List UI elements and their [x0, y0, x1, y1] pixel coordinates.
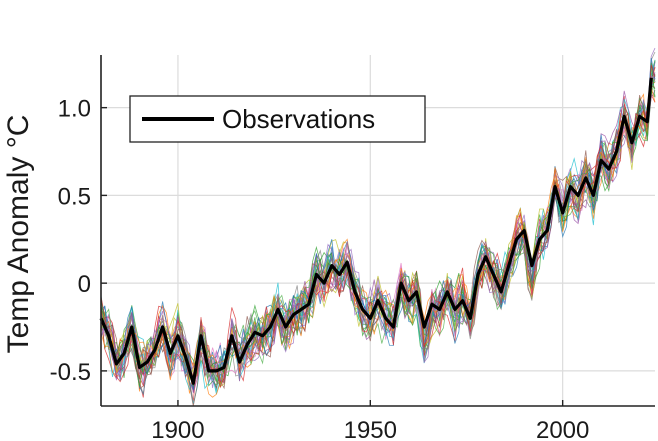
axes: [100, 55, 655, 407]
y-tick-label-1.0: 1.0: [58, 96, 91, 123]
x-tick-label-1900: 1900: [151, 417, 204, 441]
ensemble-member-line: [100, 57, 656, 391]
model-ensemble-lines: [100, 47, 656, 407]
observations-line: [99, 77, 653, 385]
x-tick-label-2000: 2000: [536, 417, 589, 441]
y-tick-label-0: 0: [78, 271, 91, 298]
y-tick-label-0.5: 0.5: [58, 183, 91, 210]
x-tick-label-1950: 1950: [344, 417, 397, 441]
observations-series: [99, 77, 653, 385]
y-axis-label: Temp Anomaly °C: [2, 115, 35, 354]
legend: Observations: [129, 95, 426, 143]
legend-label-observations: Observations: [222, 104, 375, 134]
ensemble-member-line: [100, 75, 656, 388]
tick-labels: 1900 1950 2000 -0.5 0 0.5 1.0: [50, 96, 590, 441]
y-tick-label--0.5: -0.5: [50, 359, 91, 386]
